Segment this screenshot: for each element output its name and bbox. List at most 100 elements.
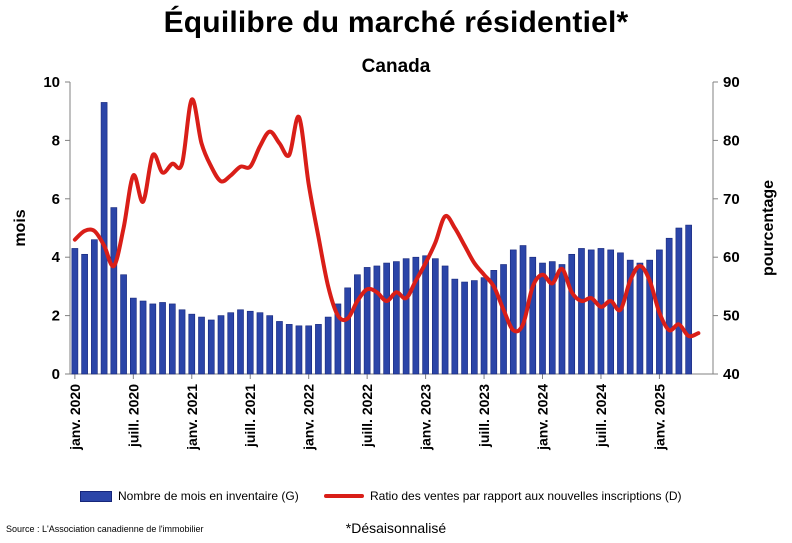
inventory-bar [207, 319, 215, 375]
y-tick-left-label: 4 [52, 249, 61, 266]
inventory-bar [344, 287, 351, 375]
inventory-bar [71, 248, 79, 375]
inventory-bar [490, 270, 498, 375]
inventory-bar [139, 300, 147, 375]
inventory-bar [256, 312, 264, 375]
inventory-bar [178, 309, 186, 375]
x-tick-label: juill. 2024 [593, 384, 609, 448]
footnote: *Désaisonnalisé [345, 520, 447, 536]
inventory-bar [675, 227, 683, 375]
inventory-bar [276, 321, 283, 375]
x-tick-label: juill. 2021 [242, 384, 258, 448]
x-tick-label: janv. 2024 [535, 384, 551, 451]
inventory-bar [198, 316, 205, 375]
legend-line-swatch [324, 494, 364, 498]
inventory-bar [617, 252, 624, 375]
inventory-bar [217, 315, 225, 375]
inventory-bar [315, 324, 322, 375]
inventory-bar [558, 264, 566, 375]
inventory-bar [548, 261, 556, 375]
inventory-bar [451, 278, 459, 375]
legend-bar-swatch [80, 490, 112, 502]
y-tick-left-label: 2 [52, 308, 60, 325]
inventory-bar [529, 256, 537, 375]
inventory-bar [373, 265, 381, 375]
y-tick-right-label: 90 [723, 74, 740, 91]
inventory-bar [120, 274, 127, 375]
chart-subtitle: Canada [361, 56, 431, 77]
y-tick-right-label: 40 [723, 366, 740, 383]
inventory-bar [266, 315, 274, 375]
axes-layer [65, 81, 718, 379]
inventory-bar [597, 248, 605, 375]
bar-series [71, 102, 692, 375]
inventory-bar [383, 262, 390, 375]
source-note: Source : L'Association canadienne de l'i… [6, 524, 204, 534]
tick-labels: 0 2 4 6 8 10 40 50 60 70 80 90 janv. 2020 juill. 2020… [43, 74, 739, 451]
x-tick-label: janv. 2020 [67, 384, 83, 451]
inventory-bar [188, 313, 196, 375]
inventory-bar [354, 274, 361, 375]
legend-bars-label: Nombre de mois en inventaire (G) [118, 489, 299, 503]
inventory-bar [91, 239, 98, 375]
y-axis-left-label: mois [12, 209, 29, 246]
inventory-bar [646, 259, 653, 375]
legend-line-label: Ratio des ventes par rapport aux nouvell… [370, 489, 682, 503]
inventory-bar [626, 259, 634, 375]
inventory-bar [285, 324, 293, 375]
inventory-bar [81, 253, 88, 375]
legend-item-bars: Nombre de mois en inventaire (G) [80, 489, 299, 503]
inventory-bar [441, 265, 449, 375]
inventory-bar [578, 248, 585, 375]
inventory-bar [130, 297, 137, 375]
line-series [72, 97, 701, 339]
y-tick-right-label: 80 [723, 132, 740, 149]
chart-title: Équilibre du marché résidentiel* [163, 6, 629, 39]
inventory-bar [227, 312, 235, 375]
x-tick-label: juill. 2020 [125, 384, 141, 448]
inventory-bar [412, 256, 420, 375]
inventory-bar [665, 237, 673, 375]
inventory-bar [432, 258, 439, 375]
inventory-bar [324, 316, 332, 375]
inventory-bar [685, 224, 692, 375]
legend-item-line: Ratio des ventes par rapport aux nouvell… [324, 489, 681, 503]
y-tick-right-label: 70 [723, 191, 740, 208]
inventory-bar [237, 309, 244, 375]
x-tick-label: janv. 2022 [301, 384, 317, 451]
inventory-bar [393, 261, 400, 375]
inventory-bar [539, 262, 546, 375]
x-tick-label: juill. 2023 [476, 384, 492, 448]
y-tick-left-label: 0 [52, 366, 60, 383]
inventory-bar [334, 303, 342, 375]
sales-to-new-listings-line [72, 97, 701, 339]
inventory-bar [607, 249, 615, 375]
y-tick-left-label: 6 [52, 191, 60, 208]
inventory-bar [480, 277, 488, 375]
inventory-bar [363, 267, 371, 375]
inventory-bar [305, 325, 313, 375]
y-tick-left-label: 8 [52, 132, 60, 149]
y-tick-right-label: 50 [723, 308, 740, 325]
y-tick-left-label: 10 [43, 74, 60, 91]
x-tick-label: janv. 2023 [418, 384, 434, 451]
inventory-bar [509, 249, 517, 375]
x-tick-label: juill. 2022 [359, 384, 375, 448]
inventory-bar [149, 303, 157, 375]
inventory-bar [636, 262, 644, 375]
x-tick-label: janv. 2021 [184, 384, 200, 451]
inventory-bar [568, 253, 576, 375]
inventory-bar [470, 280, 478, 375]
inventory-bar [168, 303, 176, 375]
inventory-bar [402, 258, 410, 375]
y-axis-right-label: pourcentage [760, 180, 777, 276]
inventory-bar [587, 249, 595, 375]
inventory-bar [110, 207, 118, 375]
inventory-bar [246, 310, 254, 375]
x-tick-label: janv. 2025 [651, 384, 667, 451]
inventory-bar [159, 302, 166, 375]
legend: Nombre de mois en inventaire (G) Ratio d… [0, 489, 792, 509]
inventory-bar [422, 255, 429, 375]
inventory-bar [295, 325, 303, 375]
